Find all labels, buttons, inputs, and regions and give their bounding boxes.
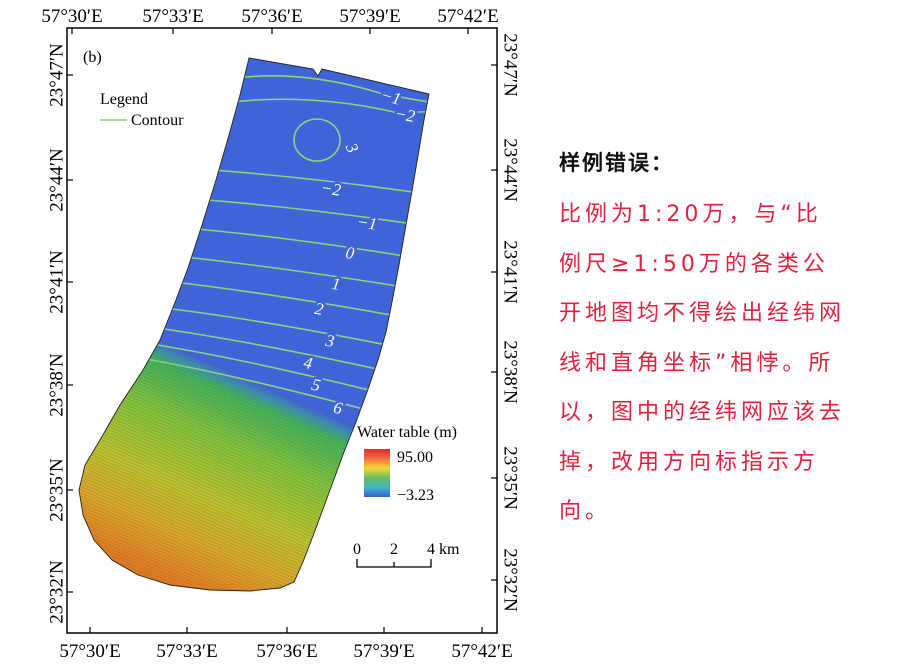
lon-labels-bottom: 57°30′E 57°33′E 57°36′E 57°39′E 57°42′E xyxy=(59,641,512,662)
lat-label-left: 23°38′N xyxy=(47,353,68,417)
contour-label: −1 xyxy=(356,212,378,234)
note-body: 比例为1:20万，与“比 例尺≥1:50万的各类公 开地图均不得绘出经纬网 线和… xyxy=(559,190,889,537)
lat-label-left: 23°47′N xyxy=(47,43,68,107)
lat-labels-left: 23°47′N 23°44′N 23°41′N 23°38′N 23°35′N … xyxy=(47,43,68,624)
map-figure: 57°30′E 57°33′E 57°36′E 57°39′E 57°42′E … xyxy=(41,6,521,662)
legend-title: Legend xyxy=(100,91,148,108)
lon-label-bottom: 57°36′E xyxy=(256,641,317,662)
note-heading: 样例错误： xyxy=(559,151,674,175)
lat-label-left: 23°41′N xyxy=(47,250,68,314)
water-table-title: Water table (m) xyxy=(357,424,457,441)
legend: Legend Contour xyxy=(100,91,184,129)
note-line: 开地图均不得绘出经纬网 xyxy=(559,301,846,326)
note-line: 比例为1:20万，与“比 xyxy=(559,202,822,227)
lon-label-top: 57°42′E xyxy=(437,6,498,27)
note-line: 向。 xyxy=(559,499,612,524)
lon-label-bottom: 57°39′E xyxy=(353,641,414,662)
study-area-outline xyxy=(78,57,430,592)
water-table-colorbar xyxy=(364,449,390,497)
contour-closed-loop xyxy=(293,118,341,162)
lat-label-right: 23°35′N xyxy=(500,446,521,510)
lon-label-top: 57°33′E xyxy=(142,6,203,27)
note-line: 线和直角坐标”相悖。所 xyxy=(559,350,835,376)
lon-label-top: 57°30′E xyxy=(41,6,102,27)
study-area xyxy=(79,58,429,591)
water-table-max: 95.00 xyxy=(397,449,433,466)
lat-labels-right: 23°47′N 23°44′N 23°41′N 23°38′N 23°35′N … xyxy=(500,33,521,612)
scale-bar-end: 4 xyxy=(427,541,435,558)
panel-label: (b) xyxy=(83,49,102,66)
scale-bar-line xyxy=(356,559,432,568)
scale-bar-start: 0 xyxy=(353,541,361,558)
scale-bar-mid: 2 xyxy=(390,541,398,558)
lat-label-right: 23°32′N xyxy=(500,548,521,612)
water-table-min: −3.23 xyxy=(397,487,434,504)
map-frame xyxy=(66,27,498,634)
lat-label-left: 23°35′N xyxy=(47,458,68,522)
contour-line xyxy=(235,75,429,105)
lon-label-top: 57°39′E xyxy=(339,6,400,27)
contour-label: −2 xyxy=(320,178,343,200)
lon-labels-top: 57°30′E 57°33′E 57°36′E 57°39′E 57°42′E xyxy=(41,6,498,27)
lon-label-bottom: 57°30′E xyxy=(59,641,120,662)
lat-label-right: 23°44′N xyxy=(500,138,521,202)
lat-label-right: 23°38′N xyxy=(500,340,521,404)
lat-label-right: 23°41′N xyxy=(500,240,521,304)
water-table-legend: Water table (m) 95.00 −3.23 xyxy=(357,424,457,504)
note-line: 例尺≥1:50万的各类公 xyxy=(559,251,829,277)
legend-contour-label: Contour xyxy=(131,112,184,129)
contour-line xyxy=(231,98,429,114)
lon-label-top: 57°36′E xyxy=(241,6,302,27)
contour-label: −2 xyxy=(394,104,417,126)
scale-bar-unit: km xyxy=(439,541,460,558)
lat-label-left: 23°44′N xyxy=(47,148,68,212)
contour-line xyxy=(199,168,429,197)
lat-label-right: 23°47′N xyxy=(500,33,521,97)
graticule-ticks xyxy=(67,28,497,633)
scale-bar: 0 2 4 km xyxy=(353,541,460,568)
lon-label-bottom: 57°42′E xyxy=(451,641,512,662)
lon-label-bottom: 57°33′E xyxy=(156,641,217,662)
note-line: 掉，改用方向标指示方 xyxy=(559,449,820,475)
lat-label-left: 23°32′N xyxy=(47,560,68,624)
note-line: 以，图中的经纬网应该去 xyxy=(559,400,846,425)
